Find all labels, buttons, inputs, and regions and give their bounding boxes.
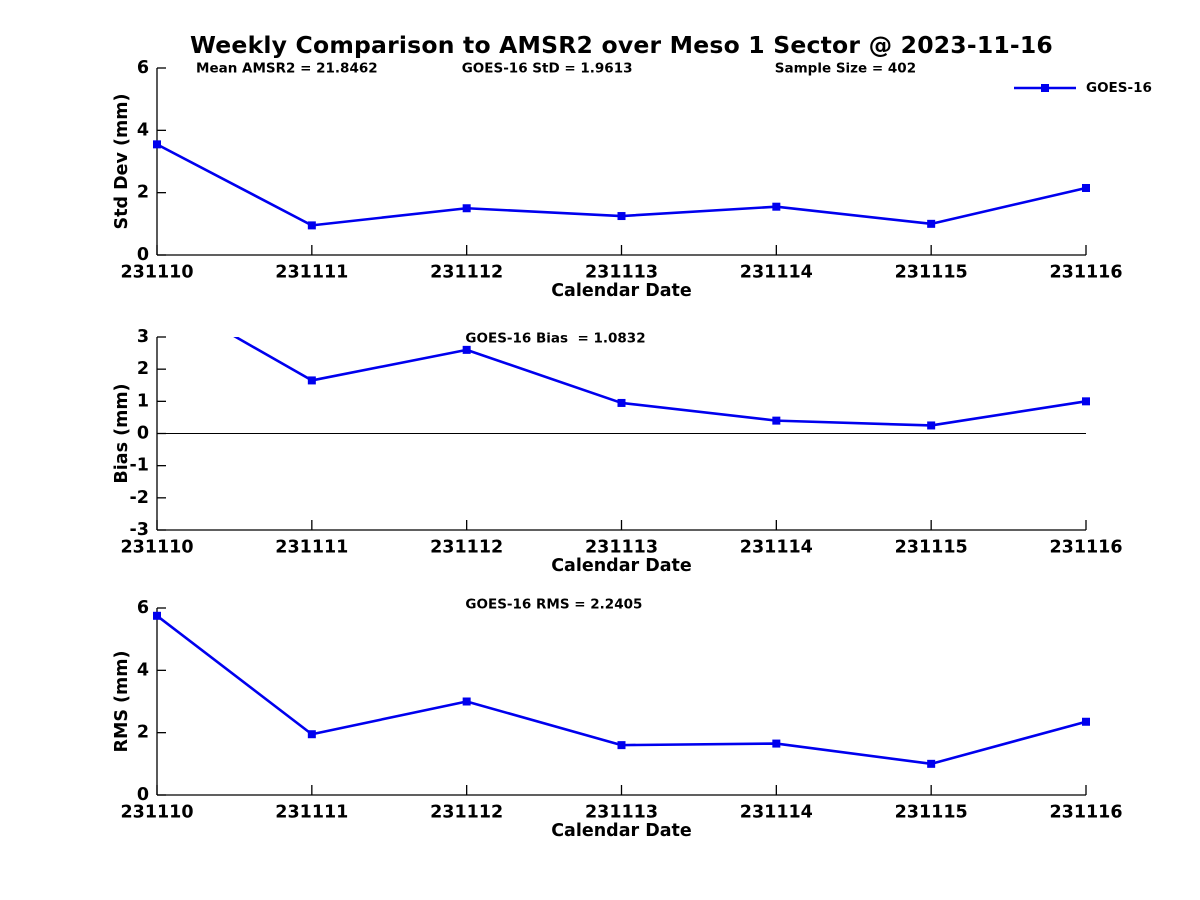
x-tick-label: 231110 [120, 263, 193, 283]
x-tick-label: 231111 [275, 803, 348, 823]
std-dev-annotation: Sample Size = 402 [775, 61, 916, 77]
x-tick-label: 231116 [1049, 538, 1122, 558]
goes-16-marker [307, 221, 316, 230]
y-tick-label: 4 [137, 120, 149, 140]
y-tick-label: -2 [130, 488, 149, 508]
x-axis-label: Calendar Date [551, 281, 692, 301]
x-tick-label: 231116 [1049, 263, 1122, 283]
figure-title: Weekly Comparison to AMSR2 over Meso 1 S… [190, 31, 1053, 59]
std-dev-chart: 0 2 4 6 231110 231111 231112 231113 231114 231115… [112, 58, 1123, 301]
y-tick-label: 0 [137, 785, 149, 805]
y-axis-label: Bias (mm) [112, 383, 132, 483]
goes-16-marker [153, 611, 161, 620]
y-axis-label: RMS (mm) [112, 650, 132, 752]
y-tick-label: 6 [137, 58, 149, 78]
y-tick-label: 2 [137, 359, 149, 379]
goes-16-marker [617, 398, 626, 407]
x-tick-label: 231115 [895, 538, 968, 558]
goes-16-marker [772, 202, 781, 211]
goes-16-marker [772, 739, 781, 748]
goes-16-marker [307, 376, 316, 385]
goes-16-marker [617, 212, 626, 221]
x-tick-label: 231114 [740, 263, 813, 283]
bias-annotation: GOES-16 Bias = 1.0832 [465, 331, 645, 347]
clipped-series-area [153, 288, 1090, 430]
x-axis-label: Calendar Date [551, 821, 692, 841]
goes-16-marker [927, 219, 936, 228]
x-axis-label: Calendar Date [551, 556, 692, 576]
y-tick-label: 2 [137, 183, 149, 203]
x-tick-label: 231110 [120, 538, 193, 558]
goes-16-marker [1082, 397, 1090, 406]
goes-16-marker [462, 697, 471, 706]
goes-16-marker [462, 345, 471, 354]
x-tick-label: 231111 [275, 263, 348, 283]
x-tick-label: 231112 [430, 538, 503, 558]
x-tick-label: 231113 [585, 263, 658, 283]
goes-16-marker [153, 140, 161, 149]
x-tick-label: 231110 [120, 803, 193, 823]
x-tick-label: 231115 [895, 803, 968, 823]
legend: GOES-16 [1012, 80, 1152, 96]
goes-16-marker [927, 759, 936, 768]
std-dev-annotation: GOES-16 StD = 1.9613 [462, 61, 633, 77]
y-axis-label: Std Dev (mm) [112, 94, 132, 230]
x-tick-label: 231112 [430, 803, 503, 823]
y-tick-label: -1 [130, 456, 149, 476]
bias-chart: -3 -2 -1 0 1 2 3 231110 231111 231112 231113 231114… [112, 288, 1123, 576]
rms-chart: 0 2 4 6 231110 231111 231112 231113 231114 231115… [112, 597, 1123, 842]
legend-line-icon [1014, 84, 1076, 92]
x-tick-label: 231116 [1049, 803, 1122, 823]
y-tick-label: 4 [137, 660, 149, 680]
goes-16-marker [772, 416, 781, 425]
legend-label: GOES-16 [1086, 80, 1152, 96]
y-tick-label: 0 [137, 424, 149, 444]
y-tick-label: 6 [137, 598, 149, 618]
std-dev-annotation: Mean AMSR2 = 21.8462 [196, 61, 378, 77]
x-tick-label: 231114 [740, 803, 813, 823]
x-tick-label: 231114 [740, 538, 813, 558]
goes-16-marker [927, 421, 936, 430]
y-tick-label: 1 [137, 391, 149, 411]
x-tick-label: 231113 [585, 538, 658, 558]
goes-16-marker [1082, 183, 1090, 192]
goes-16-marker [1082, 717, 1090, 726]
y-tick-label: 2 [137, 723, 149, 743]
y-tick-label: 0 [137, 245, 149, 265]
y-tick-label: -3 [130, 520, 149, 540]
x-tick-label: 231115 [895, 263, 968, 283]
goes-16-marker [153, 288, 161, 296]
x-tick-label: 231113 [585, 803, 658, 823]
goes-16-marker [307, 730, 316, 739]
rms-annotation: GOES-16 RMS = 2.2405 [465, 597, 642, 613]
goes-16-marker [462, 204, 471, 213]
x-tick-label: 231112 [430, 263, 503, 283]
x-tick-label: 231111 [275, 538, 348, 558]
y-tick-label: 3 [137, 327, 149, 347]
goes-16-marker [617, 741, 626, 750]
